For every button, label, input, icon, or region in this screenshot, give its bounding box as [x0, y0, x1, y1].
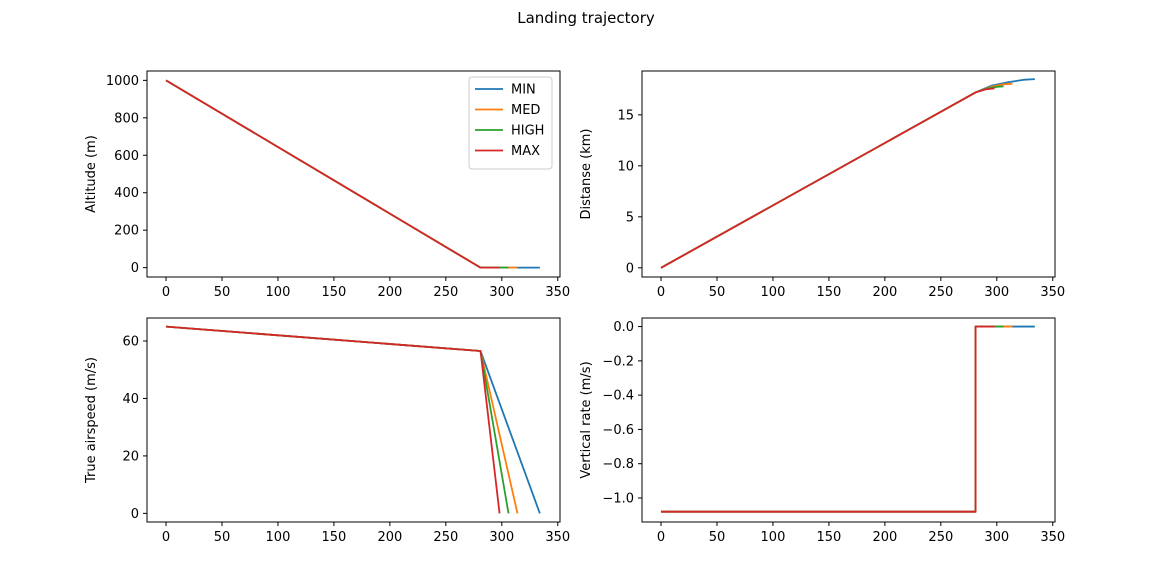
y-tick-label: 10 [617, 159, 634, 174]
x-tick-label: 350 [545, 285, 570, 300]
x-tick-label: 350 [1040, 285, 1065, 300]
series-line-max [660, 87, 995, 269]
y-tick-label: 800 [114, 111, 139, 126]
x-tick-label: 250 [433, 285, 458, 300]
y-tick-label: 0 [131, 261, 139, 276]
x-tick-label: 300 [489, 530, 514, 545]
series-line-high [661, 325, 1004, 513]
y-tick-label: −0.4 [602, 389, 634, 404]
series-line-high [165, 79, 509, 269]
x-tick-label: 50 [709, 285, 726, 300]
y-tick-label: 20 [122, 449, 139, 464]
x-tick-label: 0 [162, 285, 170, 300]
x-tick-label: 100 [761, 530, 786, 545]
series-group [165, 325, 541, 514]
axes-frame [146, 317, 561, 523]
series-line-med [165, 325, 519, 514]
figure-title: Landing trajectory [517, 9, 655, 27]
axes-frame [641, 70, 1056, 278]
series-line-med [660, 82, 1013, 269]
series-line-max [165, 79, 500, 269]
y-tick-label: 5 [626, 210, 634, 225]
series-line-med [165, 79, 518, 269]
y-tick-label: −0.2 [602, 354, 634, 369]
y-tick-label: 0 [131, 507, 139, 522]
legend-box [468, 76, 553, 170]
x-tick-label: 100 [266, 285, 291, 300]
subplot-4: 0 50 100 150 200 250 300 350 0.0 −0.2 −0.4 −0.6 −0.8… [579, 317, 1065, 545]
x-tick-label: 200 [377, 285, 402, 300]
legend-label-max: MAX [511, 144, 540, 159]
x-tick-label: 150 [321, 285, 346, 300]
series-line-min [660, 78, 1035, 269]
x-tick-label: 200 [872, 285, 897, 300]
x-tick-label: 0 [657, 285, 665, 300]
series-group [661, 325, 1035, 513]
x-tick-label: 250 [928, 285, 953, 300]
x-tick-label: 250 [928, 530, 953, 545]
x-tick-label: 150 [816, 530, 841, 545]
y-axis-label: Distanse (km) [579, 129, 594, 220]
series-line-min [165, 325, 541, 514]
subplot-1: 0 50 100 150 200 250 300 350 0 200 400 600 800 1000 Al… [84, 70, 570, 300]
y-axis-label: Altitude (m) [84, 135, 99, 213]
x-tick-label: 300 [984, 530, 1009, 545]
x-tick-label: 100 [266, 530, 291, 545]
y-tick-label: −0.8 [602, 457, 634, 472]
series-line-med [661, 325, 1013, 513]
y-tick-label: 400 [114, 186, 139, 201]
x-tick-label: 350 [545, 530, 570, 545]
y-tick-label: 200 [114, 224, 139, 239]
legend-label-min: MIN [511, 83, 536, 98]
legend-label-high: HIGH [511, 124, 544, 139]
y-tick-label: −0.6 [602, 423, 634, 438]
series-group [660, 78, 1035, 269]
y-tick-label: 0.0 [613, 320, 634, 335]
y-tick-label: 600 [114, 149, 139, 164]
y-tick-label: −1.0 [602, 492, 634, 507]
x-tick-label: 0 [162, 530, 170, 545]
x-tick-label: 350 [1040, 530, 1065, 545]
subplot-3: 0 50 100 150 200 250 300 350 0 20 40 60 True airspee… [84, 317, 570, 545]
y-axis-label: True airspeed (m/s) [84, 357, 99, 484]
y-tick-label: 40 [122, 392, 139, 407]
x-tick-label: 300 [984, 285, 1009, 300]
y-tick-label: 0 [626, 261, 634, 276]
axes-frame [146, 70, 561, 278]
x-tick-label: 200 [377, 530, 402, 545]
x-tick-label: 50 [214, 285, 231, 300]
legend-label-med: MED [511, 103, 540, 118]
x-tick-label: 150 [816, 285, 841, 300]
series-line-max [661, 325, 995, 513]
axes-frame [641, 317, 1056, 523]
y-axis-label: Vertical rate (m/s) [579, 361, 594, 478]
series-line-min [661, 325, 1035, 513]
x-tick-label: 250 [433, 530, 458, 545]
x-tick-label: 50 [214, 530, 231, 545]
series-group [165, 79, 540, 269]
series-line-high [660, 85, 1004, 269]
series-line-high [165, 325, 510, 514]
x-tick-label: 200 [872, 530, 897, 545]
x-tick-label: 150 [321, 530, 346, 545]
x-tick-label: 50 [709, 530, 726, 545]
x-tick-label: 0 [657, 530, 665, 545]
subplot-2: 0 50 100 150 200 250 300 350 0 5 10 15 Distanse (km) [579, 70, 1065, 300]
series-line-max [165, 325, 501, 514]
x-tick-label: 300 [489, 285, 514, 300]
y-tick-label: 1000 [106, 74, 139, 89]
y-tick-label: 60 [122, 334, 139, 349]
x-tick-label: 100 [761, 285, 786, 300]
legend: MIN MED HIGH MAX [468, 76, 553, 170]
y-tick-label: 15 [617, 108, 634, 123]
